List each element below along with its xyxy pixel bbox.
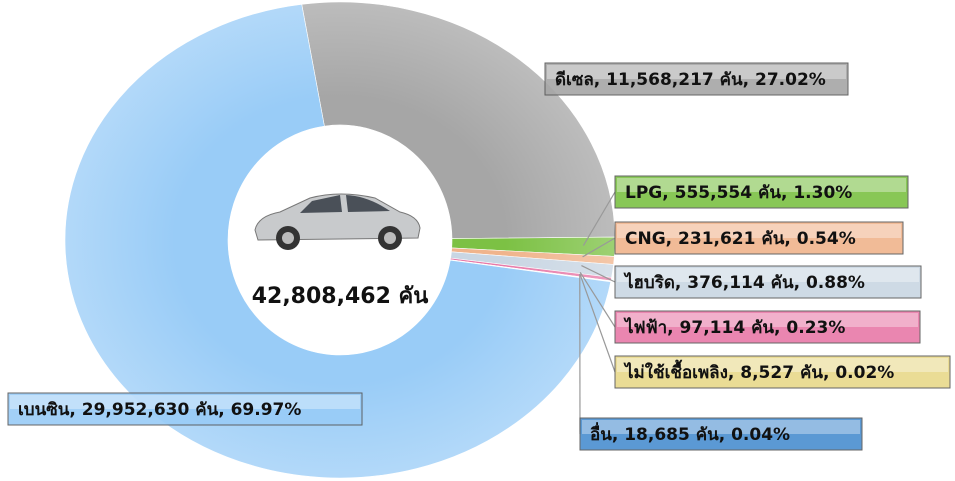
data-label: ไม่ใช้เชื้อเพลิง, 8,527 คัน, 0.02% (623, 359, 894, 383)
center-label: 42,808,462 คัน (252, 284, 429, 309)
data-label: ไฟฟ้า, 97,114 คัน, 0.23% (623, 317, 845, 338)
chart: 42,808,462 คัน ดีเซล, 11,568,217 คัน, 27… (0, 0, 955, 481)
data-label: LPG, 555,554 คัน, 1.30% (625, 183, 852, 203)
data-label: อื่น, 18,685 คัน, 0.04% (590, 422, 790, 445)
data-label: CNG, 231,621 คัน, 0.54% (625, 229, 856, 249)
data-label: เบนซิน, 29,952,630 คัน, 69.97% (18, 400, 301, 420)
data-label: ดีเซล, 11,568,217 คัน, 27.02% (555, 69, 826, 90)
data-label: ไฮบริด, 376,114 คัน, 0.88% (623, 272, 865, 293)
